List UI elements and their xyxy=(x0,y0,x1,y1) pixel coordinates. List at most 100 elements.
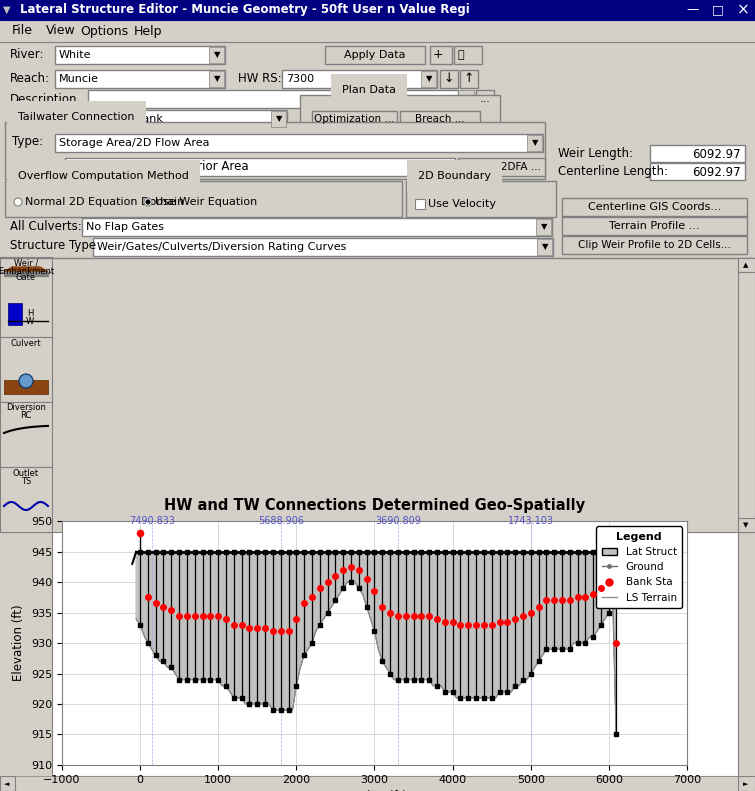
Polygon shape xyxy=(136,551,616,734)
Text: Weir/Gates/Culverts/Diversion Rating Curves: Weir/Gates/Culverts/Diversion Rating Cur… xyxy=(97,242,347,252)
Text: View: View xyxy=(46,25,76,37)
Text: 2D Flow Area: 2D Interior Area: 2D Flow Area: 2D Interior Area xyxy=(68,161,248,173)
LS Terrain xyxy=(612,729,621,739)
Text: SA/2DFA:: SA/2DFA: xyxy=(12,160,66,172)
Text: 📷: 📷 xyxy=(457,50,464,60)
Text: HW Position:: HW Position: xyxy=(10,112,84,124)
Text: Terrain Profile ...: Terrain Profile ... xyxy=(609,221,700,231)
Text: HW RS:: HW RS: xyxy=(238,73,282,85)
Ground xyxy=(538,650,547,660)
Ground xyxy=(343,577,352,587)
Bar xyxy=(738,776,755,791)
Text: ▲: ▲ xyxy=(744,262,749,268)
Text: Structure Type: Structure Type xyxy=(10,240,96,252)
LS Terrain xyxy=(253,699,262,709)
Text: ►: ► xyxy=(744,781,749,787)
Bar xyxy=(282,70,437,88)
Legend: Lat Struct, Ground, Bank Sta, LS Terrain: Lat Struct, Ground, Bank Sta, LS Terrain xyxy=(596,527,682,607)
Bar xyxy=(271,111,286,127)
Text: ▼: ▼ xyxy=(426,74,433,84)
Bar xyxy=(458,99,474,108)
Text: No Flap Gates: No Flap Gates xyxy=(86,222,164,232)
Text: RC: RC xyxy=(20,411,32,421)
Bar xyxy=(8,303,22,325)
Bar xyxy=(430,46,452,64)
Bar xyxy=(562,236,747,254)
Bar xyxy=(562,198,747,216)
Text: —: — xyxy=(687,3,699,17)
Bar xyxy=(325,46,425,64)
Text: Gate: Gate xyxy=(16,274,36,282)
Text: Apply Data: Apply Data xyxy=(344,50,405,60)
Line: LS Terrain: LS Terrain xyxy=(136,582,616,734)
Bar xyxy=(52,532,738,776)
Bar xyxy=(55,70,225,88)
Bar xyxy=(0,402,52,467)
Bar xyxy=(209,71,224,87)
Text: Diversion: Diversion xyxy=(6,403,46,412)
LS Terrain xyxy=(585,632,594,642)
Bar xyxy=(0,776,755,791)
Text: Culvert: Culvert xyxy=(11,339,42,347)
Title: HW and TW Connections Determined Geo-Spatially: HW and TW Connections Determined Geo-Spa… xyxy=(164,498,585,513)
Text: H: H xyxy=(27,309,33,319)
Text: Outlet: Outlet xyxy=(13,468,39,478)
Text: Storage Area/2D Flow Area: Storage Area/2D Flow Area xyxy=(59,138,209,148)
Text: Type:: Type: xyxy=(12,135,43,149)
Text: Normal 2D Equation Domain: Normal 2D Equation Domain xyxy=(25,197,184,207)
X-axis label: Station (ft): Station (ft) xyxy=(343,790,406,791)
Text: ▼: ▼ xyxy=(532,138,538,147)
Line: Ground: Ground xyxy=(136,582,616,734)
Text: □: □ xyxy=(712,3,724,17)
Bar xyxy=(0,337,52,402)
Text: ▼: ▼ xyxy=(744,522,749,528)
Text: 6092.97: 6092.97 xyxy=(692,147,741,161)
Bar xyxy=(5,122,545,179)
Text: Muncie: Muncie xyxy=(59,74,99,84)
Ground xyxy=(550,645,559,654)
Text: Optimization ...: Optimization ... xyxy=(314,115,395,124)
Text: Plan Data: Plan Data xyxy=(342,85,396,95)
Text: ×: × xyxy=(737,2,750,17)
Bar xyxy=(537,239,552,255)
Text: White: White xyxy=(59,50,91,60)
LS Terrain xyxy=(131,614,140,623)
Text: Description: Description xyxy=(10,93,78,105)
Circle shape xyxy=(146,200,150,204)
Bar xyxy=(0,257,52,272)
LS Terrain xyxy=(550,645,559,654)
Ground xyxy=(253,699,262,709)
Bar xyxy=(421,71,436,87)
Polygon shape xyxy=(4,272,48,276)
Text: Weir /: Weir / xyxy=(14,259,39,267)
Bar xyxy=(55,46,225,64)
Bar xyxy=(93,238,553,256)
Text: Left overbank: Left overbank xyxy=(86,114,163,124)
Text: ↓: ↓ xyxy=(444,73,455,85)
Text: Use Weir Equation: Use Weir Equation xyxy=(155,197,257,207)
Bar xyxy=(209,47,224,63)
Text: ▼: ▼ xyxy=(214,51,220,59)
Bar xyxy=(82,110,287,128)
Circle shape xyxy=(14,198,22,206)
Bar xyxy=(476,90,494,108)
Bar xyxy=(0,0,755,20)
Text: 5688.906: 5688.906 xyxy=(257,516,304,525)
LS Terrain xyxy=(538,650,547,660)
Text: ...: ... xyxy=(479,94,491,104)
Ground xyxy=(612,729,621,739)
Text: 7490.833: 7490.833 xyxy=(129,516,174,525)
Bar xyxy=(650,163,745,180)
Ground xyxy=(241,699,250,709)
Bar xyxy=(458,158,545,176)
Text: Centerline GIS Coords...: Centerline GIS Coords... xyxy=(588,202,721,212)
Bar xyxy=(400,111,480,128)
Text: River:: River: xyxy=(10,48,45,62)
Text: Embankment: Embankment xyxy=(0,267,54,275)
Text: Clip Weir Profile to 2D Cells...: Clip Weir Profile to 2D Cells... xyxy=(578,240,731,250)
Text: W: W xyxy=(26,317,34,327)
Bar xyxy=(415,199,425,209)
Text: 1743.103: 1743.103 xyxy=(508,516,553,525)
Bar xyxy=(458,90,474,99)
Text: ▼: ▼ xyxy=(276,115,282,123)
